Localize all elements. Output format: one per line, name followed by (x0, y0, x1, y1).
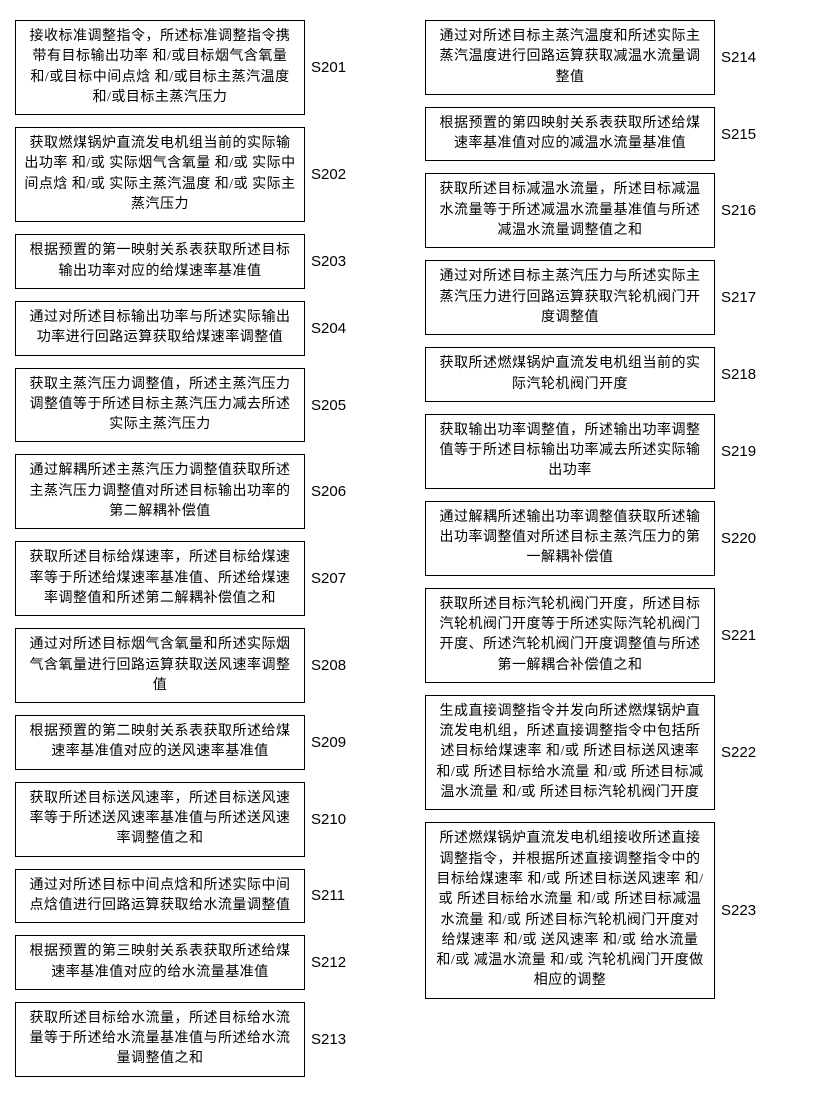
step-row: 通过对所述目标输出功率与所述实际输出功率进行回路运算获取给煤速率调整值 S204 (15, 301, 375, 356)
step-row: 获取所述燃煤锅炉直流发电机组当前的实际汽轮机阀门开度 S218 (425, 347, 785, 402)
step-box: 获取所述目标汽轮机阀门开度，所述目标汽轮机阀门开度等于所述实际汽轮机阀门开度、所… (425, 588, 715, 683)
step-row: 通过对所述目标烟气含氧量和所述实际烟气含氧量进行回路运算获取送风速率调整值 S20… (15, 628, 375, 703)
step-box: 根据预置的第三映射关系表获取所述给煤速率基准值对应的给水流量基准值 (15, 935, 305, 990)
step-row: 根据预置的第一映射关系表获取所述目标输出功率对应的给煤速率基准值 S203 (15, 234, 375, 289)
step-box: 通过解耦所述输出功率调整值获取所述输出功率调整值对所述目标主蒸汽压力的第一解耦补… (425, 501, 715, 576)
step-box: 获取所述目标送风速率，所述目标送风速率等于所述送风速率基准值与所述送风速率调整值… (15, 782, 305, 857)
step-label: S220 (721, 530, 756, 547)
step-label: S219 (721, 443, 756, 460)
step-box: 获取燃煤锅炉直流发电机组当前的实际输出功率 和/或 实际烟气含氧量 和/或 实际… (15, 127, 305, 222)
right-column: 通过对所述目标主蒸汽温度和所述实际主蒸汽温度进行回路运算获取减温水流量调整值 S2… (425, 20, 785, 1077)
step-box: 获取所述目标减温水流量，所述目标减温水流量等于所述减温水流量基准值与所述减温水流… (425, 173, 715, 248)
step-box: 通过对所述目标输出功率与所述实际输出功率进行回路运算获取给煤速率调整值 (15, 301, 305, 356)
step-label: S221 (721, 627, 756, 644)
step-row: 通过解耦所述输出功率调整值获取所述输出功率调整值对所述目标主蒸汽压力的第一解耦补… (425, 501, 785, 576)
step-row: 获取所述目标给水流量，所述目标给水流量等于所述给水流量基准值与所述给水流量调整值… (15, 1002, 375, 1077)
step-row: 获取主蒸汽压力调整值，所述主蒸汽压力调整值等于所述目标主蒸汽压力减去所述实际主蒸… (15, 368, 375, 443)
step-row: 根据预置的第三映射关系表获取所述给煤速率基准值对应的给水流量基准值 S212 (15, 935, 375, 990)
step-box: 根据预置的第二映射关系表获取所述给煤速率基准值对应的送风速率基准值 (15, 715, 305, 770)
step-label: S213 (311, 1031, 346, 1048)
step-label: S205 (311, 397, 346, 414)
step-row: 根据预置的第四映射关系表获取所述给煤速率基准值对应的减温水流量基准值 S215 (425, 107, 785, 162)
step-box: 获取所述目标给煤速率，所述目标给煤速率等于所述给煤速率基准值、所述给煤速率调整值… (15, 541, 305, 616)
step-box: 根据预置的第一映射关系表获取所述目标输出功率对应的给煤速率基准值 (15, 234, 305, 289)
step-row: 通过对所述目标主蒸汽压力与所述实际主蒸汽压力进行回路运算获取汽轮机阀门开度调整值… (425, 260, 785, 335)
step-row: 获取所述目标给煤速率，所述目标给煤速率等于所述给煤速率基准值、所述给煤速率调整值… (15, 541, 375, 616)
step-label: S212 (311, 954, 346, 971)
step-row: 获取所述目标减温水流量，所述目标减温水流量等于所述减温水流量基准值与所述减温水流… (425, 173, 785, 248)
step-label: S223 (721, 902, 756, 919)
step-row: 通过对所述目标主蒸汽温度和所述实际主蒸汽温度进行回路运算获取减温水流量调整值 S2… (425, 20, 785, 95)
step-label: S214 (721, 49, 756, 66)
step-row: 通过对所述目标中间点焓和所述实际中间点焓值进行回路运算获取给水流量调整值 S211 (15, 869, 375, 924)
step-box: 获取主蒸汽压力调整值，所述主蒸汽压力调整值等于所述目标主蒸汽压力减去所述实际主蒸… (15, 368, 305, 443)
step-row: 通过解耦所述主蒸汽压力调整值获取所述主蒸汽压力调整值对所述目标输出功率的第二解耦… (15, 454, 375, 529)
step-box: 通过对所述目标烟气含氧量和所述实际烟气含氧量进行回路运算获取送风速率调整值 (15, 628, 305, 703)
step-label: S202 (311, 166, 346, 183)
step-row: 根据预置的第二映射关系表获取所述给煤速率基准值对应的送风速率基准值 S209 (15, 715, 375, 770)
step-label: S204 (311, 320, 346, 337)
step-box: 所述燃煤锅炉直流发电机组接收所述直接调整指令，并根据所述直接调整指令中的目标给煤… (425, 822, 715, 998)
step-label: S210 (311, 811, 346, 828)
step-box: 通过解耦所述主蒸汽压力调整值获取所述主蒸汽压力调整值对所述目标输出功率的第二解耦… (15, 454, 305, 529)
step-row: 所述燃煤锅炉直流发电机组接收所述直接调整指令，并根据所述直接调整指令中的目标给煤… (425, 822, 785, 998)
step-row: 接收标准调整指令，所述标准调整指令携带有目标输出功率 和/或目标烟气含氧量 和/… (15, 20, 375, 115)
step-label: S218 (721, 366, 756, 383)
step-row: 获取燃煤锅炉直流发电机组当前的实际输出功率 和/或 实际烟气含氧量 和/或 实际… (15, 127, 375, 222)
step-label: S217 (721, 289, 756, 306)
step-label: S222 (721, 744, 756, 761)
step-box: 通过对所述目标主蒸汽压力与所述实际主蒸汽压力进行回路运算获取汽轮机阀门开度调整值 (425, 260, 715, 335)
step-row: 获取输出功率调整值，所述输出功率调整值等于所述目标输出功率减去所述实际输出功率 S… (425, 414, 785, 489)
step-box: 通过对所述目标中间点焓和所述实际中间点焓值进行回路运算获取给水流量调整值 (15, 869, 305, 924)
step-row: 获取所述目标汽轮机阀门开度，所述目标汽轮机阀门开度等于所述实际汽轮机阀门开度、所… (425, 588, 785, 683)
step-box: 通过对所述目标主蒸汽温度和所述实际主蒸汽温度进行回路运算获取减温水流量调整值 (425, 20, 715, 95)
step-box: 生成直接调整指令并发向所述燃煤锅炉直流发电机组，所述直接调整指令中包括所述目标给… (425, 695, 715, 810)
step-label: S206 (311, 483, 346, 500)
step-box: 获取所述燃煤锅炉直流发电机组当前的实际汽轮机阀门开度 (425, 347, 715, 402)
step-label: S216 (721, 202, 756, 219)
flowchart-container: 接收标准调整指令，所述标准调整指令携带有目标输出功率 和/或目标烟气含氧量 和/… (15, 20, 812, 1077)
step-box: 获取所述目标给水流量，所述目标给水流量等于所述给水流量基准值与所述给水流量调整值… (15, 1002, 305, 1077)
left-column: 接收标准调整指令，所述标准调整指令携带有目标输出功率 和/或目标烟气含氧量 和/… (15, 20, 375, 1077)
step-label: S215 (721, 126, 756, 143)
step-row: 生成直接调整指令并发向所述燃煤锅炉直流发电机组，所述直接调整指令中包括所述目标给… (425, 695, 785, 810)
step-row: 获取所述目标送风速率，所述目标送风速率等于所述送风速率基准值与所述送风速率调整值… (15, 782, 375, 857)
step-label: S208 (311, 657, 346, 674)
step-label: S211 (311, 887, 345, 904)
step-label: S203 (311, 253, 346, 270)
step-box: 接收标准调整指令，所述标准调整指令携带有目标输出功率 和/或目标烟气含氧量 和/… (15, 20, 305, 115)
step-label: S207 (311, 570, 346, 587)
step-box: 根据预置的第四映射关系表获取所述给煤速率基准值对应的减温水流量基准值 (425, 107, 715, 162)
step-label: S209 (311, 734, 346, 751)
step-label: S201 (311, 59, 346, 76)
step-box: 获取输出功率调整值，所述输出功率调整值等于所述目标输出功率减去所述实际输出功率 (425, 414, 715, 489)
